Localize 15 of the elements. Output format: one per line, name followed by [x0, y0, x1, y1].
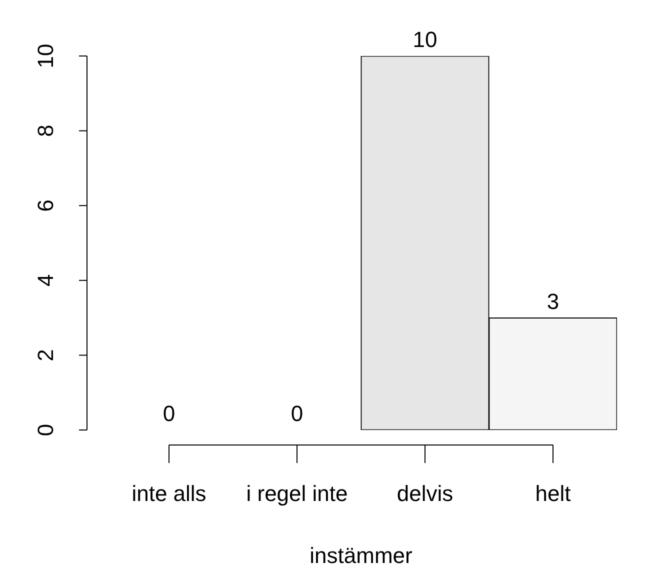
data-label: 0 — [290, 401, 304, 426]
x-tick-label: helt — [535, 481, 571, 506]
x-tick-label: delvis — [396, 481, 454, 506]
y-tick-label: 6 — [33, 199, 58, 212]
data-label: 0 — [162, 401, 176, 426]
y-tick-label: 4 — [33, 274, 58, 287]
data-label: 10 — [412, 27, 438, 52]
y-tick-label: 2 — [33, 349, 58, 362]
x-axis-title: instämmer — [310, 543, 412, 568]
y-tick-label: 10 — [33, 44, 58, 68]
x-tick-label: i regel inte — [246, 481, 348, 506]
y-tick-label: 8 — [33, 124, 58, 137]
x-tick-label: inte alls — [132, 481, 206, 506]
y-tick-label: 0 — [33, 424, 58, 436]
data-label: 3 — [546, 288, 560, 314]
